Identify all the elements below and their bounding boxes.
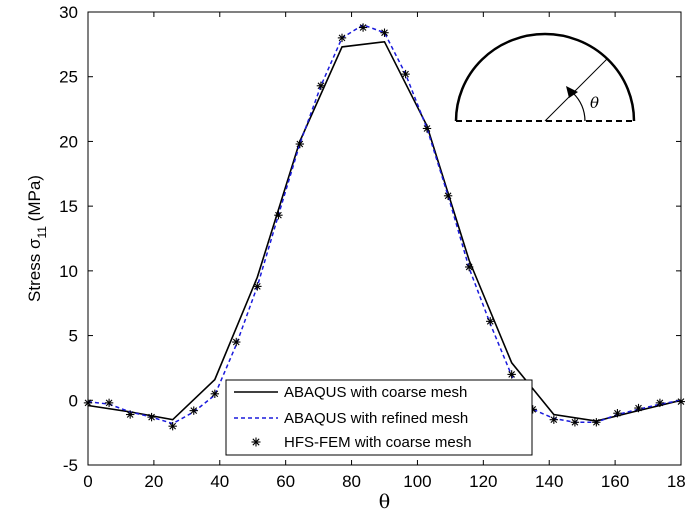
x-tick-label: 180 [667, 472, 685, 491]
x-tick-label: 20 [144, 472, 163, 491]
inset-arrow-icon [566, 86, 578, 98]
series-line-refined [87, 24, 682, 425]
legend-label-hfs: HFS-FEM with coarse mesh [284, 434, 472, 451]
x-tick-label: 60 [276, 472, 295, 491]
hfs-fem-marker [316, 81, 326, 90]
x-tick-label: 100 [403, 472, 431, 491]
hfs-fem-marker [422, 124, 432, 133]
plot-frame [87, 11, 682, 466]
hfs-fem-marker [507, 370, 516, 379]
hfs-fem-marker [104, 398, 114, 408]
hfs-fem-marker [358, 23, 368, 32]
series-layer [83, 23, 685, 431]
legend: ABAQUS with coarse mesh ABAQUS with refi… [225, 379, 533, 456]
inset-diagram: θ [454, 32, 636, 122]
x-tick-label: 160 [601, 472, 629, 491]
hfs-fem-marker [210, 389, 220, 399]
hfs-fem-marker [464, 262, 474, 272]
y-axis-title-subscript: 11 [35, 226, 49, 239]
x-tick-label: 0 [83, 472, 92, 491]
hfs-fem-marker [443, 191, 453, 200]
y-tick-label: 25 [59, 68, 78, 87]
y-tick-label: 15 [59, 197, 78, 216]
y-tick-label: 0 [69, 391, 78, 410]
hfs-fem-marker [147, 412, 156, 422]
inset-radius-line [544, 58, 608, 122]
x-tick-label: 80 [342, 472, 361, 491]
hfs-fem-marker [634, 403, 643, 413]
legend-label-coarse: ABAQUS with coarse mesh [284, 384, 467, 401]
hfs-fem-marker [486, 317, 495, 326]
legend-swatch-hfs [251, 437, 261, 447]
hfs-fem-marker [613, 409, 622, 418]
ticks: 0 20 40 60 80 100 120 140 160 180 -5 0 5 10 15 20 25 30 [59, 3, 685, 491]
x-axis-title: θ [379, 491, 390, 513]
legend-label-refined: ABAQUS with refined mesh [284, 410, 468, 427]
y-tick-label: 10 [59, 262, 78, 281]
y-axis-title: Stress σ11 (MPa) [25, 175, 49, 302]
hfs-fem-marker [232, 337, 241, 347]
hfs-fem-marker [83, 398, 93, 408]
y-tick-label: 30 [59, 3, 78, 22]
x-tick-label: 120 [469, 472, 497, 491]
hfs-fem-marker [380, 28, 389, 37]
hfs-fem-marker [655, 398, 665, 408]
y-tick-label: -5 [63, 456, 78, 475]
legend-marker-star [251, 437, 261, 447]
hfs-fem-marker [337, 33, 347, 43]
hfs-fem-marker [570, 418, 580, 427]
hfs-fem-marker [168, 421, 177, 431]
hfs-fem-marker [253, 282, 262, 291]
y-tick-label: 20 [59, 132, 78, 151]
hfs-fem-marker [401, 69, 410, 79]
series-line-coarse [87, 40, 682, 422]
hfs-fem-marker [274, 211, 283, 220]
inset-semicircle [454, 32, 636, 122]
inset-angle-arc [572, 92, 586, 122]
hfs-fem-marker [295, 139, 305, 149]
hfs-fem-marker [549, 415, 559, 424]
x-tick-label: 40 [210, 472, 229, 491]
hfs-fem-marker [592, 418, 601, 427]
hfs-fem-marker [125, 410, 135, 419]
hfs-fem-marker [189, 406, 198, 415]
hfs-fem-marker [676, 397, 685, 406]
x-tick-label: 140 [535, 472, 563, 491]
inset-theta-label: θ [590, 94, 599, 112]
y-tick-label: 5 [69, 327, 78, 346]
y-axis-title-unit: (MPa) [25, 175, 44, 226]
